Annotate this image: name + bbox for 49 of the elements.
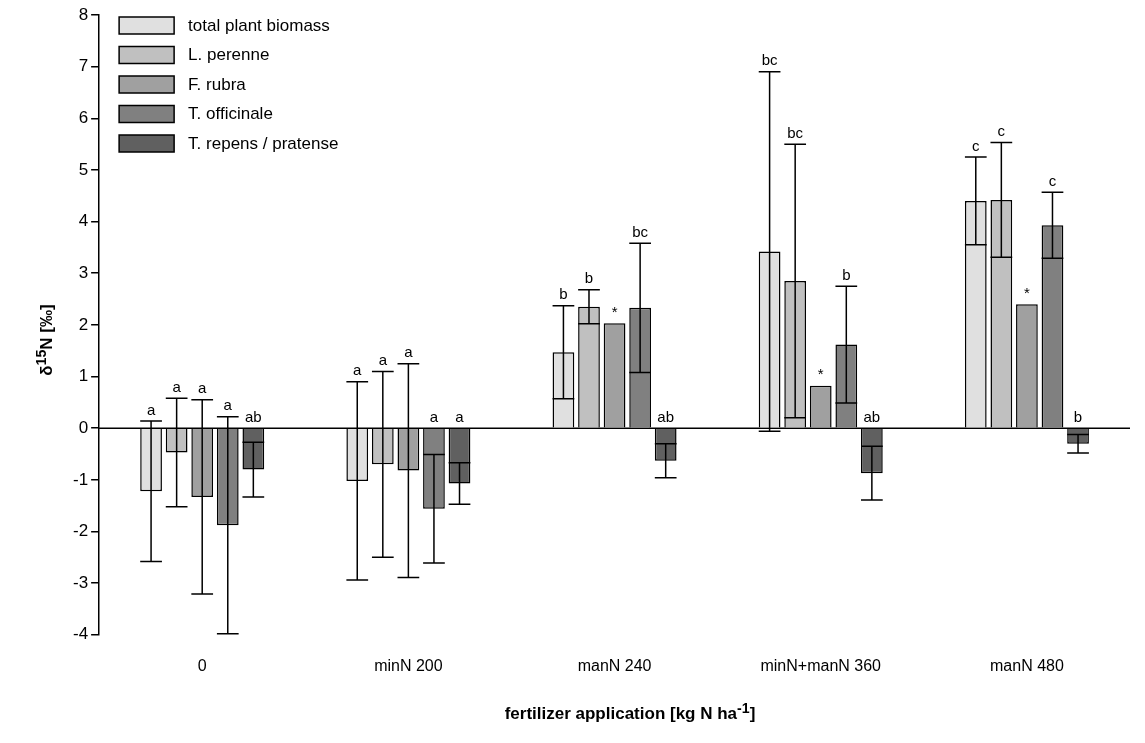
annotation: a <box>378 351 388 369</box>
annotation: a <box>404 343 414 361</box>
y-tick-label: 7 <box>78 56 89 76</box>
annotation: a <box>172 377 182 395</box>
annotation: * <box>611 302 618 320</box>
annotation: ab <box>244 407 262 425</box>
annotation: c <box>1048 171 1057 189</box>
annotation: * <box>1023 283 1030 301</box>
annotation: a <box>198 379 208 397</box>
annotation: bc <box>761 51 779 69</box>
y-tick-label: 6 <box>78 107 89 127</box>
y-tick-label: 1 <box>78 366 89 386</box>
y-tick-label: -3 <box>72 572 89 592</box>
y-tick-label: 4 <box>78 211 89 231</box>
annotation: ab <box>863 407 881 425</box>
y-tick-label: -4 <box>72 624 89 644</box>
annotation: ab <box>657 407 675 425</box>
x-axis-title: fertilizer application [kg N ha$^{-1}$] <box>504 699 756 725</box>
y-tick-label: 3 <box>78 262 89 282</box>
legend-label: total plant biomass <box>188 15 330 35</box>
x-tick-label: 0 <box>197 656 207 674</box>
annotation: a <box>146 400 156 418</box>
y-tick-label: 2 <box>78 314 89 334</box>
legend-label: F. rubra <box>188 74 247 94</box>
annotation: b <box>559 285 568 303</box>
y-tick-label: -1 <box>72 469 89 489</box>
y-tick-label: 5 <box>78 159 89 179</box>
annotation: bc <box>787 123 804 141</box>
annotation: b <box>842 265 851 283</box>
legend-label: L. perenne <box>188 45 270 65</box>
annotation: b <box>1073 407 1083 425</box>
annotation: * <box>817 365 824 383</box>
y-tick-label: 0 <box>78 417 89 437</box>
annotation: c <box>972 136 981 154</box>
annotation: b <box>584 269 594 287</box>
legend-label: T. officinale <box>188 104 273 124</box>
x-tick-label: manN 240 <box>577 656 652 674</box>
annotation: a <box>223 396 233 414</box>
x-tick-label: manN 480 <box>990 656 1064 674</box>
annotation: c <box>997 122 1006 140</box>
annotation: a <box>353 361 363 379</box>
annotation: a <box>455 407 465 425</box>
y-tick-label: 8 <box>78 4 89 24</box>
annotation: a <box>429 407 439 425</box>
legend-label: T. repens / pratense <box>188 133 339 153</box>
x-tick-label: minN+manN 360 <box>760 656 882 674</box>
x-tick-label: minN 200 <box>374 656 443 674</box>
annotation: bc <box>632 222 649 240</box>
y-tick-label: -2 <box>72 521 89 541</box>
